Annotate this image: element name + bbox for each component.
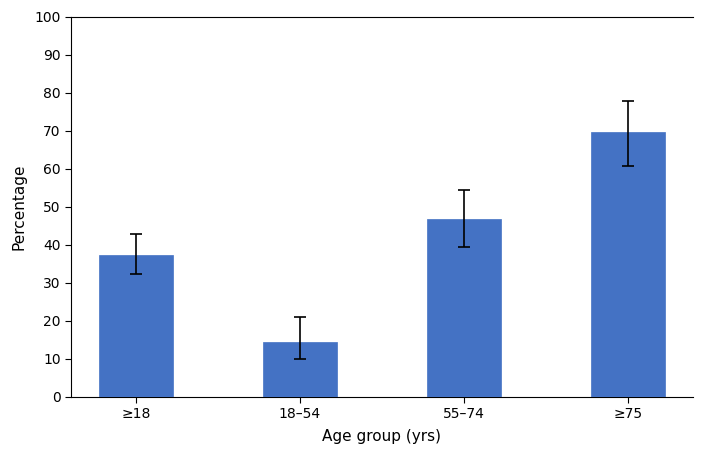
Bar — [591, 132, 665, 397]
Bar — [427, 218, 501, 397]
X-axis label: Age group (yrs): Age group (yrs) — [322, 429, 441, 444]
Bar — [263, 342, 337, 397]
Y-axis label: Percentage: Percentage — [11, 163, 26, 250]
Bar — [99, 255, 172, 397]
